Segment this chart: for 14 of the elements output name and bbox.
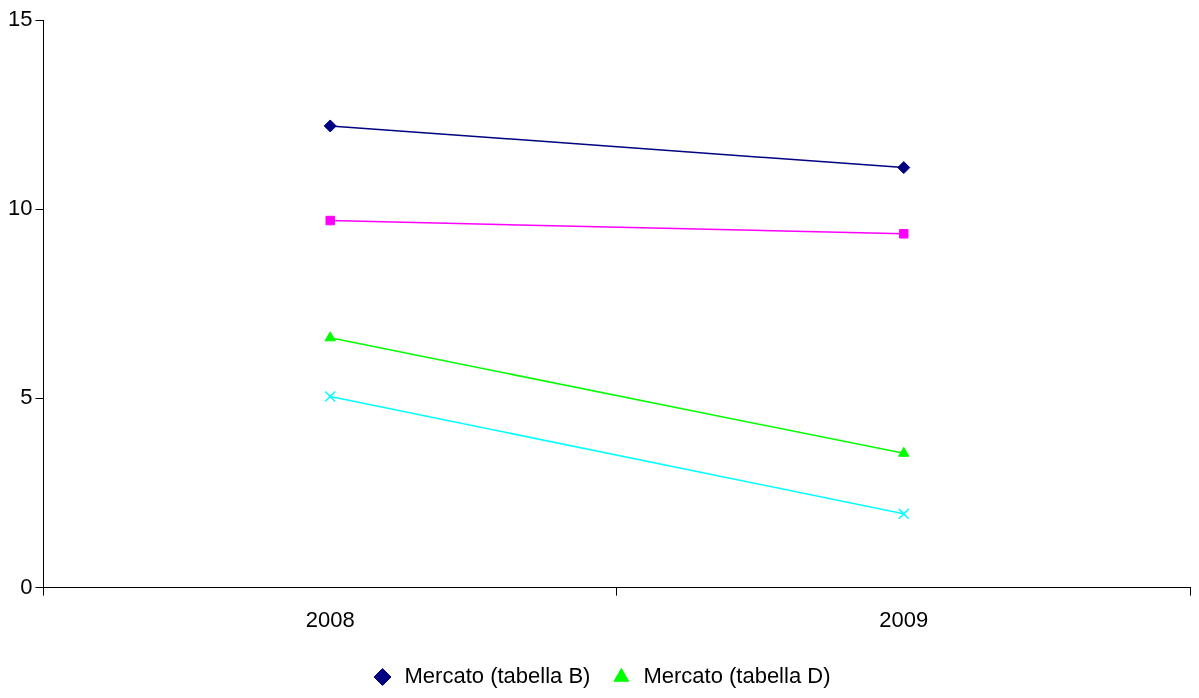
point xyxy=(323,119,337,133)
y-tick-label: 10 xyxy=(7,195,33,221)
x-tick-label: 2009 xyxy=(879,606,929,632)
y-tick-label: 15 xyxy=(7,6,33,32)
point xyxy=(325,215,335,226)
y-tick-label: 0 xyxy=(20,573,33,599)
point xyxy=(898,508,910,520)
y-tick-label: 5 xyxy=(20,384,33,410)
point xyxy=(897,161,911,175)
point xyxy=(899,229,909,239)
legend-label: Mercato (tabella D) xyxy=(643,663,831,689)
legend-label: Mercato (tabella B) xyxy=(404,663,591,689)
point xyxy=(324,390,336,403)
x-tick-label: 2008 xyxy=(305,606,355,632)
